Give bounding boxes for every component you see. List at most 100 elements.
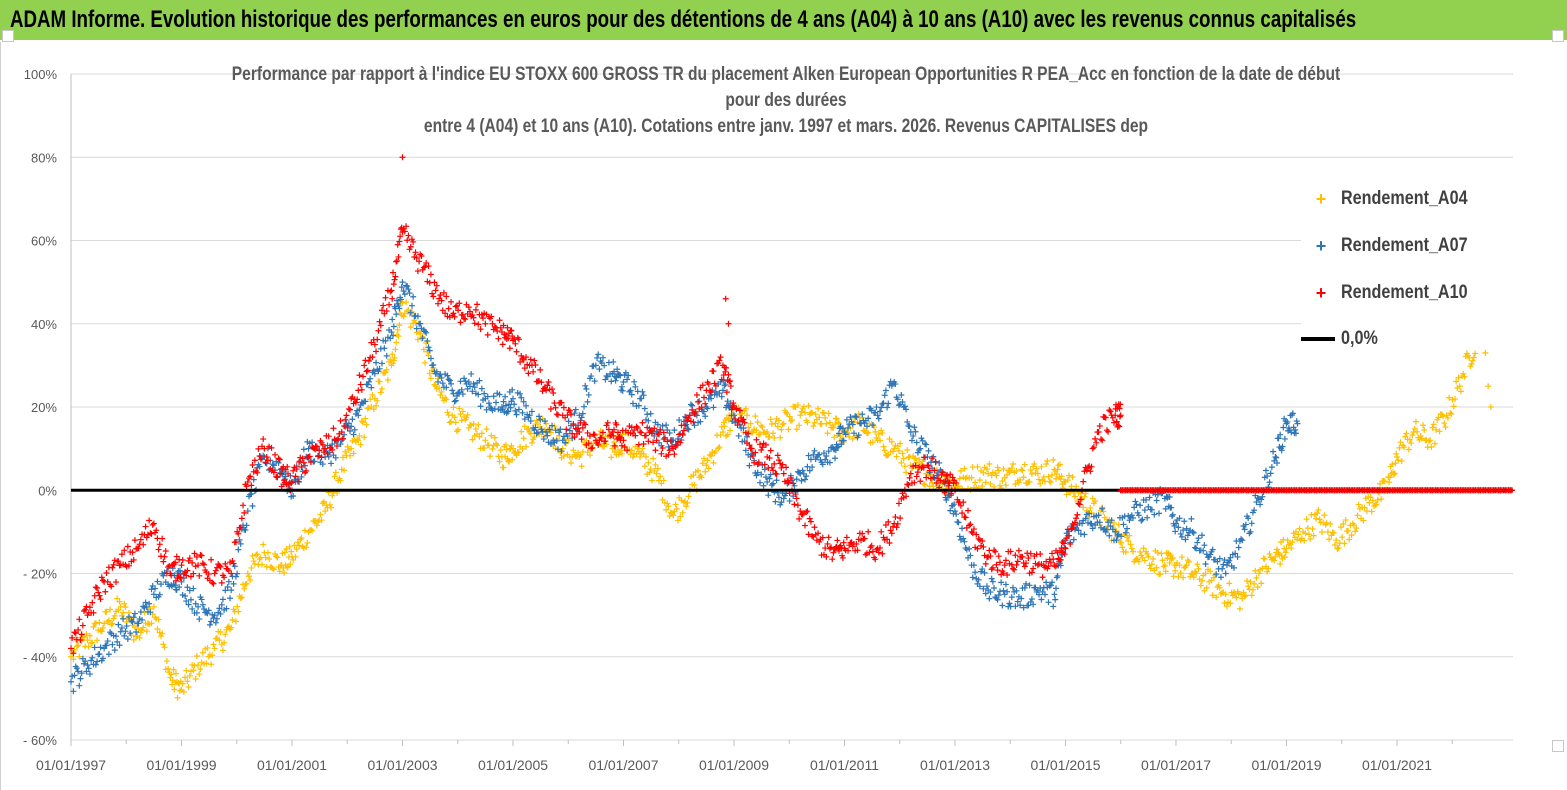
resize-handle-bottom-right[interactable] (1552, 740, 1564, 752)
data-point (702, 400, 709, 407)
data-point (143, 534, 150, 541)
data-point (433, 282, 440, 289)
data-point (910, 432, 917, 439)
data-point (663, 422, 670, 429)
data-point (1429, 424, 1436, 431)
data-point (786, 413, 793, 420)
data-point (234, 570, 241, 577)
data-point (1026, 478, 1033, 485)
data-point (332, 454, 339, 461)
data-point (811, 524, 818, 531)
data-point (1014, 598, 1021, 605)
data-point (1122, 548, 1129, 555)
data-point (546, 426, 553, 433)
data-point (364, 405, 371, 412)
data-point (357, 381, 364, 388)
data-point (1230, 564, 1237, 571)
data-point (369, 391, 376, 398)
data-point (491, 434, 498, 441)
data-point (1021, 584, 1028, 591)
data-point (286, 543, 293, 550)
legend-item-zero-line[interactable]: 0,0% (1301, 327, 1384, 351)
legend-marker-a07: + (1315, 235, 1327, 256)
data-point (527, 356, 534, 363)
data-point (1088, 520, 1095, 527)
data-point (243, 522, 250, 529)
data-point (480, 315, 486, 322)
data-point (538, 379, 545, 386)
data-point (347, 406, 354, 413)
data-point (644, 424, 651, 431)
data-point (786, 497, 793, 504)
data-point (881, 392, 888, 399)
data-point (1045, 473, 1052, 480)
data-point (1117, 412, 1124, 419)
data-point (733, 405, 740, 412)
data-point (322, 445, 329, 452)
data-point (691, 482, 698, 489)
data-point (708, 395, 715, 402)
data-point (638, 395, 645, 402)
data-point (1118, 533, 1125, 540)
data-point (1031, 460, 1038, 467)
data-point (877, 544, 884, 551)
data-point (111, 647, 118, 654)
legend-item-a04[interactable]: + Rendement_A04 (1301, 187, 1490, 211)
data-point (903, 493, 910, 500)
data-point (360, 373, 367, 380)
data-point (1264, 568, 1271, 575)
data-point (775, 417, 782, 424)
data-point (219, 647, 226, 654)
data-point (1368, 508, 1375, 515)
legend-item-a10[interactable]: + Rendement_A10 (1301, 281, 1490, 305)
data-point (774, 452, 781, 459)
data-point (757, 430, 764, 437)
data-point (272, 451, 279, 458)
data-point (1141, 557, 1148, 564)
data-point (435, 378, 442, 385)
data-point (665, 503, 672, 510)
legend-label-a10: Rendement_A10 (1341, 282, 1468, 303)
legend-item-a07[interactable]: + Rendement_A07 (1301, 234, 1490, 258)
chart-title-line-2: pour des durées (725, 90, 847, 111)
data-point (835, 443, 842, 450)
data-point (624, 376, 631, 383)
data-point (423, 329, 430, 336)
data-point (1266, 479, 1273, 486)
data-point (137, 608, 144, 615)
data-point (1219, 565, 1226, 572)
data-point (652, 461, 659, 468)
data-point (608, 378, 615, 385)
data-point (1074, 511, 1081, 518)
data-point (572, 406, 579, 413)
data-point (595, 441, 602, 448)
data-point (1407, 436, 1413, 443)
data-point (1004, 588, 1011, 595)
data-point (1289, 410, 1296, 417)
data-point (387, 356, 394, 363)
data-point (875, 549, 882, 556)
data-point (1020, 604, 1027, 611)
data-point (362, 357, 369, 364)
data-point (487, 453, 494, 460)
data-point (802, 409, 809, 416)
data-point (847, 414, 854, 421)
data-point (823, 453, 830, 460)
data-point (1058, 545, 1065, 552)
data-point (453, 393, 460, 400)
data-point (211, 645, 218, 652)
resize-handle-top-left[interactable] (2, 30, 14, 42)
data-point (1017, 476, 1024, 483)
data-point (799, 467, 806, 474)
data-point (899, 450, 906, 457)
resize-handle-top-right[interactable] (1552, 30, 1564, 42)
data-point (135, 625, 142, 632)
data-point (560, 404, 567, 411)
data-point (489, 320, 496, 327)
data-point (772, 420, 779, 427)
data-point (475, 321, 482, 328)
y-tick-label: 40% (31, 317, 57, 332)
data-point (1093, 439, 1100, 446)
data-point (483, 426, 490, 433)
data-point (1301, 537, 1308, 544)
